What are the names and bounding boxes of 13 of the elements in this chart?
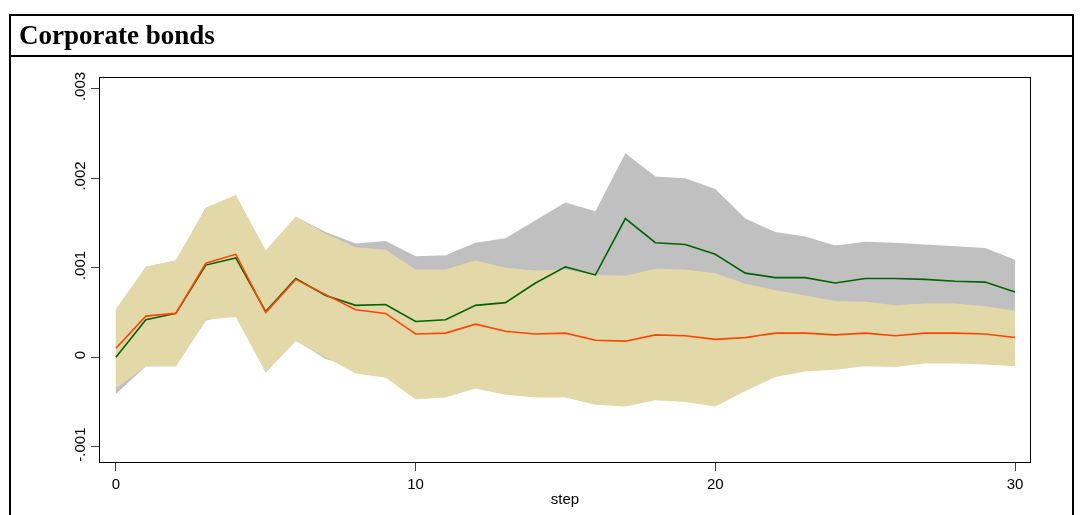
y-tick-label: -.001 [71, 427, 88, 462]
x-tick-label: 10 [407, 475, 424, 492]
y-tick-label: .002 [71, 161, 88, 191]
x-axis-title: step [550, 490, 580, 507]
y-tick-label: .001 [71, 250, 88, 281]
x-tick-label: 30 [1006, 475, 1024, 492]
line-series [115, 217, 1016, 359]
line-series [115, 253, 1016, 350]
y-tick-label: 0 [71, 350, 88, 360]
chart-title: Corporate bonds [9, 14, 1074, 57]
y-tick-label: .003 [71, 71, 88, 102]
x-tick-label: 20 [706, 475, 724, 492]
x-tick-label: 0 [111, 475, 121, 492]
